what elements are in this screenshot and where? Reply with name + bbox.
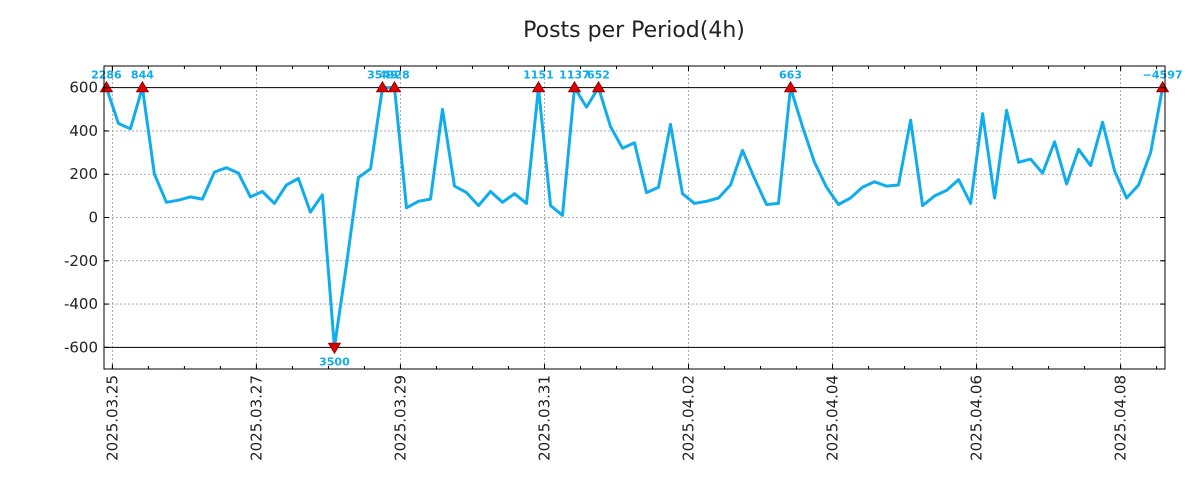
clip-marker bbox=[135, 80, 150, 93]
clip-label: 2286 bbox=[91, 69, 122, 82]
clip-label: 4928 bbox=[379, 69, 410, 82]
clip-marker bbox=[99, 80, 114, 93]
clip-label: 1137 bbox=[559, 69, 590, 82]
y-tick-label: -400 bbox=[64, 295, 98, 313]
clip-label: 1151 bbox=[523, 69, 554, 82]
y-tick-label: 400 bbox=[69, 122, 98, 140]
series-line-group bbox=[104, 86, 1165, 349]
clip-label: −4597 bbox=[1143, 69, 1183, 82]
series-line bbox=[104, 86, 1165, 349]
clip-marker bbox=[567, 80, 582, 93]
x-tick-label: 2025.03.29 bbox=[391, 375, 409, 461]
clip-label: 844 bbox=[131, 69, 154, 82]
x-tick-label: 2025.04.08 bbox=[1112, 375, 1130, 461]
x-axis: 2025.03.25 2025.03.27 2025.03.29 2025.03.31… bbox=[103, 66, 1158, 461]
clip-label: 3500 bbox=[319, 355, 350, 368]
x-tick-label: 2025.03.25 bbox=[103, 375, 121, 461]
clip-marker bbox=[327, 342, 342, 355]
y-tick-label: 200 bbox=[69, 165, 98, 183]
clip-marker bbox=[1155, 80, 1170, 93]
clip-marker bbox=[783, 80, 798, 93]
y-axis: 600 400 200 0 -200 -400 -600 bbox=[64, 79, 1165, 356]
clip-marker bbox=[375, 80, 390, 93]
chart-title: Posts per Period(4h) bbox=[523, 18, 745, 43]
y-tick-label: -200 bbox=[64, 252, 98, 270]
clip-marker bbox=[531, 80, 546, 93]
clip-label: 3549 bbox=[367, 69, 398, 82]
x-tick-label: 2025.04.04 bbox=[824, 375, 842, 461]
y-tick-label: 0 bbox=[88, 209, 98, 227]
clip-marker bbox=[387, 80, 402, 93]
y-tick-label: 600 bbox=[69, 79, 98, 97]
clip-marker bbox=[591, 80, 606, 93]
x-tick-label: 2025.04.06 bbox=[968, 375, 986, 461]
x-tick-label: 2025.03.27 bbox=[247, 375, 265, 461]
clip-label: 663 bbox=[779, 69, 802, 82]
x-tick-label: 2025.04.02 bbox=[680, 375, 698, 461]
x-tick-label: 2025.03.31 bbox=[535, 375, 553, 461]
clip-label: 652 bbox=[587, 69, 610, 82]
reference-lines bbox=[104, 87, 1165, 348]
y-tick-label: -600 bbox=[64, 338, 98, 356]
